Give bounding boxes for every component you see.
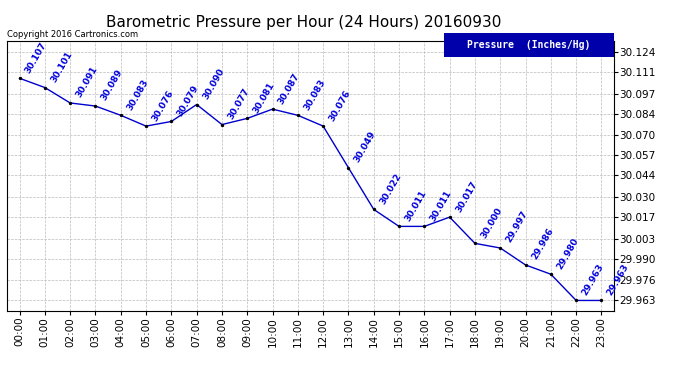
Point (293, 112, 304, 118)
Point (571, 297, 582, 303)
Point (115, 112, 126, 118)
Point (90, 103, 101, 109)
Text: 30.000: 30.000 (479, 206, 504, 240)
Text: 30.076: 30.076 (327, 88, 353, 123)
Text: 29.963: 29.963 (580, 262, 606, 297)
Text: 29.997: 29.997 (504, 210, 530, 244)
Text: 30.022: 30.022 (378, 172, 403, 206)
Point (65, 100, 76, 106)
Text: 29.963: 29.963 (606, 262, 631, 297)
Point (241, 116, 253, 122)
Text: 30.083: 30.083 (302, 78, 327, 112)
Text: 29.986: 29.986 (530, 227, 555, 261)
Point (368, 206, 380, 212)
Text: 29.980: 29.980 (555, 236, 580, 271)
Text: 30.079: 30.079 (175, 83, 201, 118)
Point (469, 240, 480, 246)
Text: 30.090: 30.090 (201, 67, 226, 101)
Text: 30.089: 30.089 (99, 68, 125, 102)
Point (545, 271, 556, 277)
Text: 30.077: 30.077 (226, 87, 251, 121)
Point (14, 75, 25, 81)
Point (596, 297, 607, 303)
Text: 30.049: 30.049 (353, 130, 377, 164)
Text: Barometric Pressure per Hour (24 Hours) 20160930: Barometric Pressure per Hour (24 Hours) … (106, 15, 502, 30)
Point (520, 262, 531, 268)
Text: 30.087: 30.087 (277, 71, 302, 106)
Text: Copyright 2016 Cartronics.com: Copyright 2016 Cartronics.com (7, 30, 138, 39)
Text: 30.101: 30.101 (49, 50, 74, 84)
Point (317, 123, 328, 129)
Text: 30.107: 30.107 (23, 40, 49, 75)
Text: 30.011: 30.011 (428, 189, 453, 223)
Text: 30.081: 30.081 (251, 81, 277, 115)
Text: 30.083: 30.083 (125, 78, 150, 112)
Point (166, 118, 177, 124)
Text: 30.017: 30.017 (454, 179, 479, 214)
Point (495, 245, 506, 251)
Text: 30.091: 30.091 (75, 65, 99, 99)
Text: 30.011: 30.011 (403, 189, 428, 223)
Point (217, 122, 228, 128)
Point (141, 123, 152, 129)
Point (39, 84, 50, 90)
Point (343, 165, 354, 171)
Point (444, 214, 455, 220)
Text: 30.076: 30.076 (150, 88, 175, 123)
Point (191, 102, 202, 108)
Point (393, 224, 404, 230)
Point (267, 106, 278, 112)
Point (419, 224, 430, 230)
